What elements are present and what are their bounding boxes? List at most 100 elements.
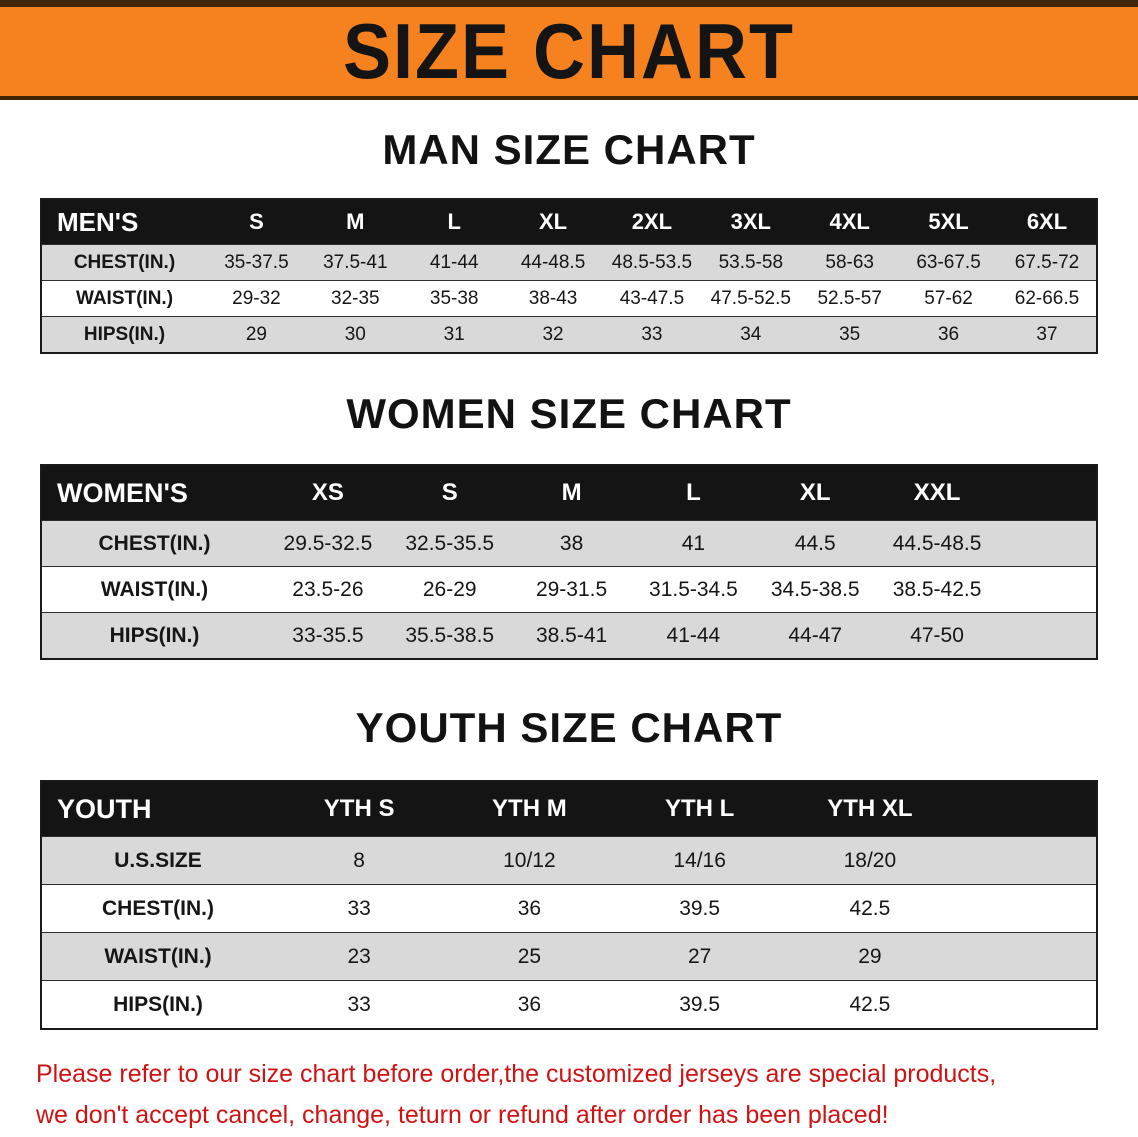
value-cell: 29 [207, 316, 306, 353]
row-label-cell: HIPS(IN.) [41, 316, 207, 353]
value-cell: 23 [274, 932, 445, 981]
value-cell: 32.5-35.5 [388, 520, 511, 567]
table-title-cell: WOMEN'S [41, 465, 267, 521]
value-cell: 35 [800, 316, 900, 353]
value-cell: 35-38 [404, 280, 504, 317]
value-cell: 37 [998, 316, 1097, 353]
value-cell: 39.5 [614, 980, 785, 1029]
size-header-cell: S [388, 465, 511, 521]
value-cell: 8 [274, 836, 445, 885]
size-header-cell: M [305, 199, 405, 245]
value-cell: 32 [503, 316, 603, 353]
value-cell: 29.5-32.5 [267, 520, 389, 567]
row-label-cell: WAIST(IN.) [41, 280, 207, 317]
table-row: WAIST(IN.) 23.5-26 26-29 29-31.5 31.5-34.5 34… [41, 566, 1097, 613]
value-cell: 44-47 [754, 612, 877, 659]
value-cell: 32-35 [305, 280, 405, 317]
value-cell: 58-63 [800, 244, 900, 281]
value-cell: 39.5 [614, 884, 785, 933]
row-label-cell: CHEST(IN.) [41, 244, 207, 281]
youth-section-heading: YOUTH SIZE CHART [355, 704, 783, 751]
women-size-section: WOMEN SIZE CHART WOMEN'S XS S M L XL XXL CHEST(… [0, 390, 1138, 660]
filler-cell [998, 612, 1097, 659]
youth-size-table: YOUTH YTH S YTH M YTH L YTH XL U.S.SIZE 8 10/12… [40, 780, 1098, 1030]
filler-cell [955, 836, 1097, 885]
size-header-cell: 4XL [800, 199, 900, 245]
value-cell: 26-29 [388, 566, 511, 613]
table-header-row: YOUTH YTH S YTH M YTH L YTH XL [41, 781, 1097, 837]
value-cell: 43-47.5 [602, 280, 702, 317]
filler-cell [955, 884, 1097, 933]
size-header-cell: XL [754, 465, 877, 521]
value-cell: 34.5-38.5 [754, 566, 877, 613]
size-header-cell: YTH M [444, 781, 615, 837]
value-cell: 29-32 [207, 280, 306, 317]
value-cell: 41-44 [404, 244, 504, 281]
value-cell: 41-44 [632, 612, 755, 659]
table-row: HIPS(IN.) 29 30 31 32 33 34 35 36 37 [41, 316, 1097, 353]
row-label-cell: CHEST(IN.) [41, 884, 274, 933]
table-row: WAIST(IN.) 29-32 32-35 35-38 38-43 43-47.5 47.… [41, 280, 1097, 317]
table-row: WAIST(IN.) 23 25 27 29 [41, 932, 1097, 981]
value-cell: 67.5-72 [998, 244, 1097, 281]
value-cell: 36 [444, 884, 615, 933]
value-cell: 29 [784, 932, 955, 981]
men-section-heading: MAN SIZE CHART [382, 126, 756, 173]
size-header-cell: YTH L [614, 781, 785, 837]
page-title: SIZE CHART [343, 8, 795, 95]
value-cell: 34 [701, 316, 801, 353]
filler-cell [955, 932, 1097, 981]
value-cell: 33 [602, 316, 702, 353]
table-row: CHEST(IN.) 35-37.5 37.5-41 41-44 44-48.5 48.5… [41, 244, 1097, 281]
order-notice: Please refer to our size chart before or… [0, 1054, 1138, 1137]
value-cell: 44.5 [754, 520, 877, 567]
value-cell: 38.5-42.5 [876, 566, 998, 613]
value-cell: 33 [274, 884, 445, 933]
table-row: HIPS(IN.) 33 36 39.5 42.5 [41, 980, 1097, 1029]
value-cell: 44-48.5 [503, 244, 603, 281]
value-cell: 38-43 [503, 280, 603, 317]
filler-cell [955, 781, 1097, 837]
table-row: HIPS(IN.) 33-35.5 35.5-38.5 38.5-41 41-44 44-… [41, 612, 1097, 659]
value-cell: 35.5-38.5 [388, 612, 511, 659]
filler-cell [998, 566, 1097, 613]
value-cell: 33 [274, 980, 445, 1029]
row-label-cell: U.S.SIZE [41, 836, 274, 885]
filler-cell [955, 980, 1097, 1029]
table-row: CHEST(IN.) 33 36 39.5 42.5 [41, 884, 1097, 933]
size-header-cell: XS [267, 465, 389, 521]
size-header-cell: 3XL [701, 199, 801, 245]
men-size-table: MEN'S S M L XL 2XL 3XL 4XL 5XL 6XL CHEST(IN.) 35-37… [40, 198, 1098, 354]
table-header-row: WOMEN'S XS S M L XL XXL [41, 465, 1097, 521]
row-label-cell: HIPS(IN.) [41, 612, 267, 659]
value-cell: 36 [444, 980, 615, 1029]
size-header-cell: YTH XL [784, 781, 955, 837]
size-header-cell: M [510, 465, 633, 521]
size-header-cell: S [207, 199, 306, 245]
value-cell: 53.5-58 [701, 244, 801, 281]
value-cell: 23.5-26 [267, 566, 389, 613]
value-cell: 35-37.5 [207, 244, 306, 281]
size-header-cell: 5XL [899, 199, 998, 245]
table-title-cell: YOUTH [41, 781, 274, 837]
value-cell: 42.5 [784, 980, 955, 1029]
value-cell: 57-62 [899, 280, 998, 317]
table-row: CHEST(IN.) 29.5-32.5 32.5-35.5 38 41 44.5 44.5… [41, 520, 1097, 567]
filler-cell [998, 465, 1097, 521]
size-header-cell: YTH S [274, 781, 445, 837]
size-header-cell: XXL [876, 465, 998, 521]
value-cell: 44.5-48.5 [876, 520, 998, 567]
size-header-cell: XL [503, 199, 603, 245]
women-size-table: WOMEN'S XS S M L XL XXL CHEST(IN.) 29.5-32.5 32.5… [40, 464, 1098, 660]
value-cell: 36 [899, 316, 998, 353]
value-cell: 18/20 [784, 836, 955, 885]
notice-line-1: Please refer to our size chart before or… [36, 1060, 997, 1088]
table-title-cell: MEN'S [41, 199, 207, 245]
value-cell: 14/16 [614, 836, 785, 885]
youth-size-section: YOUTH SIZE CHART YOUTH YTH S YTH M YTH L YTH… [0, 704, 1138, 1030]
value-cell: 29-31.5 [510, 566, 633, 613]
value-cell: 52.5-57 [800, 280, 900, 317]
row-label-cell: WAIST(IN.) [41, 566, 267, 613]
value-cell: 38.5-41 [510, 612, 633, 659]
